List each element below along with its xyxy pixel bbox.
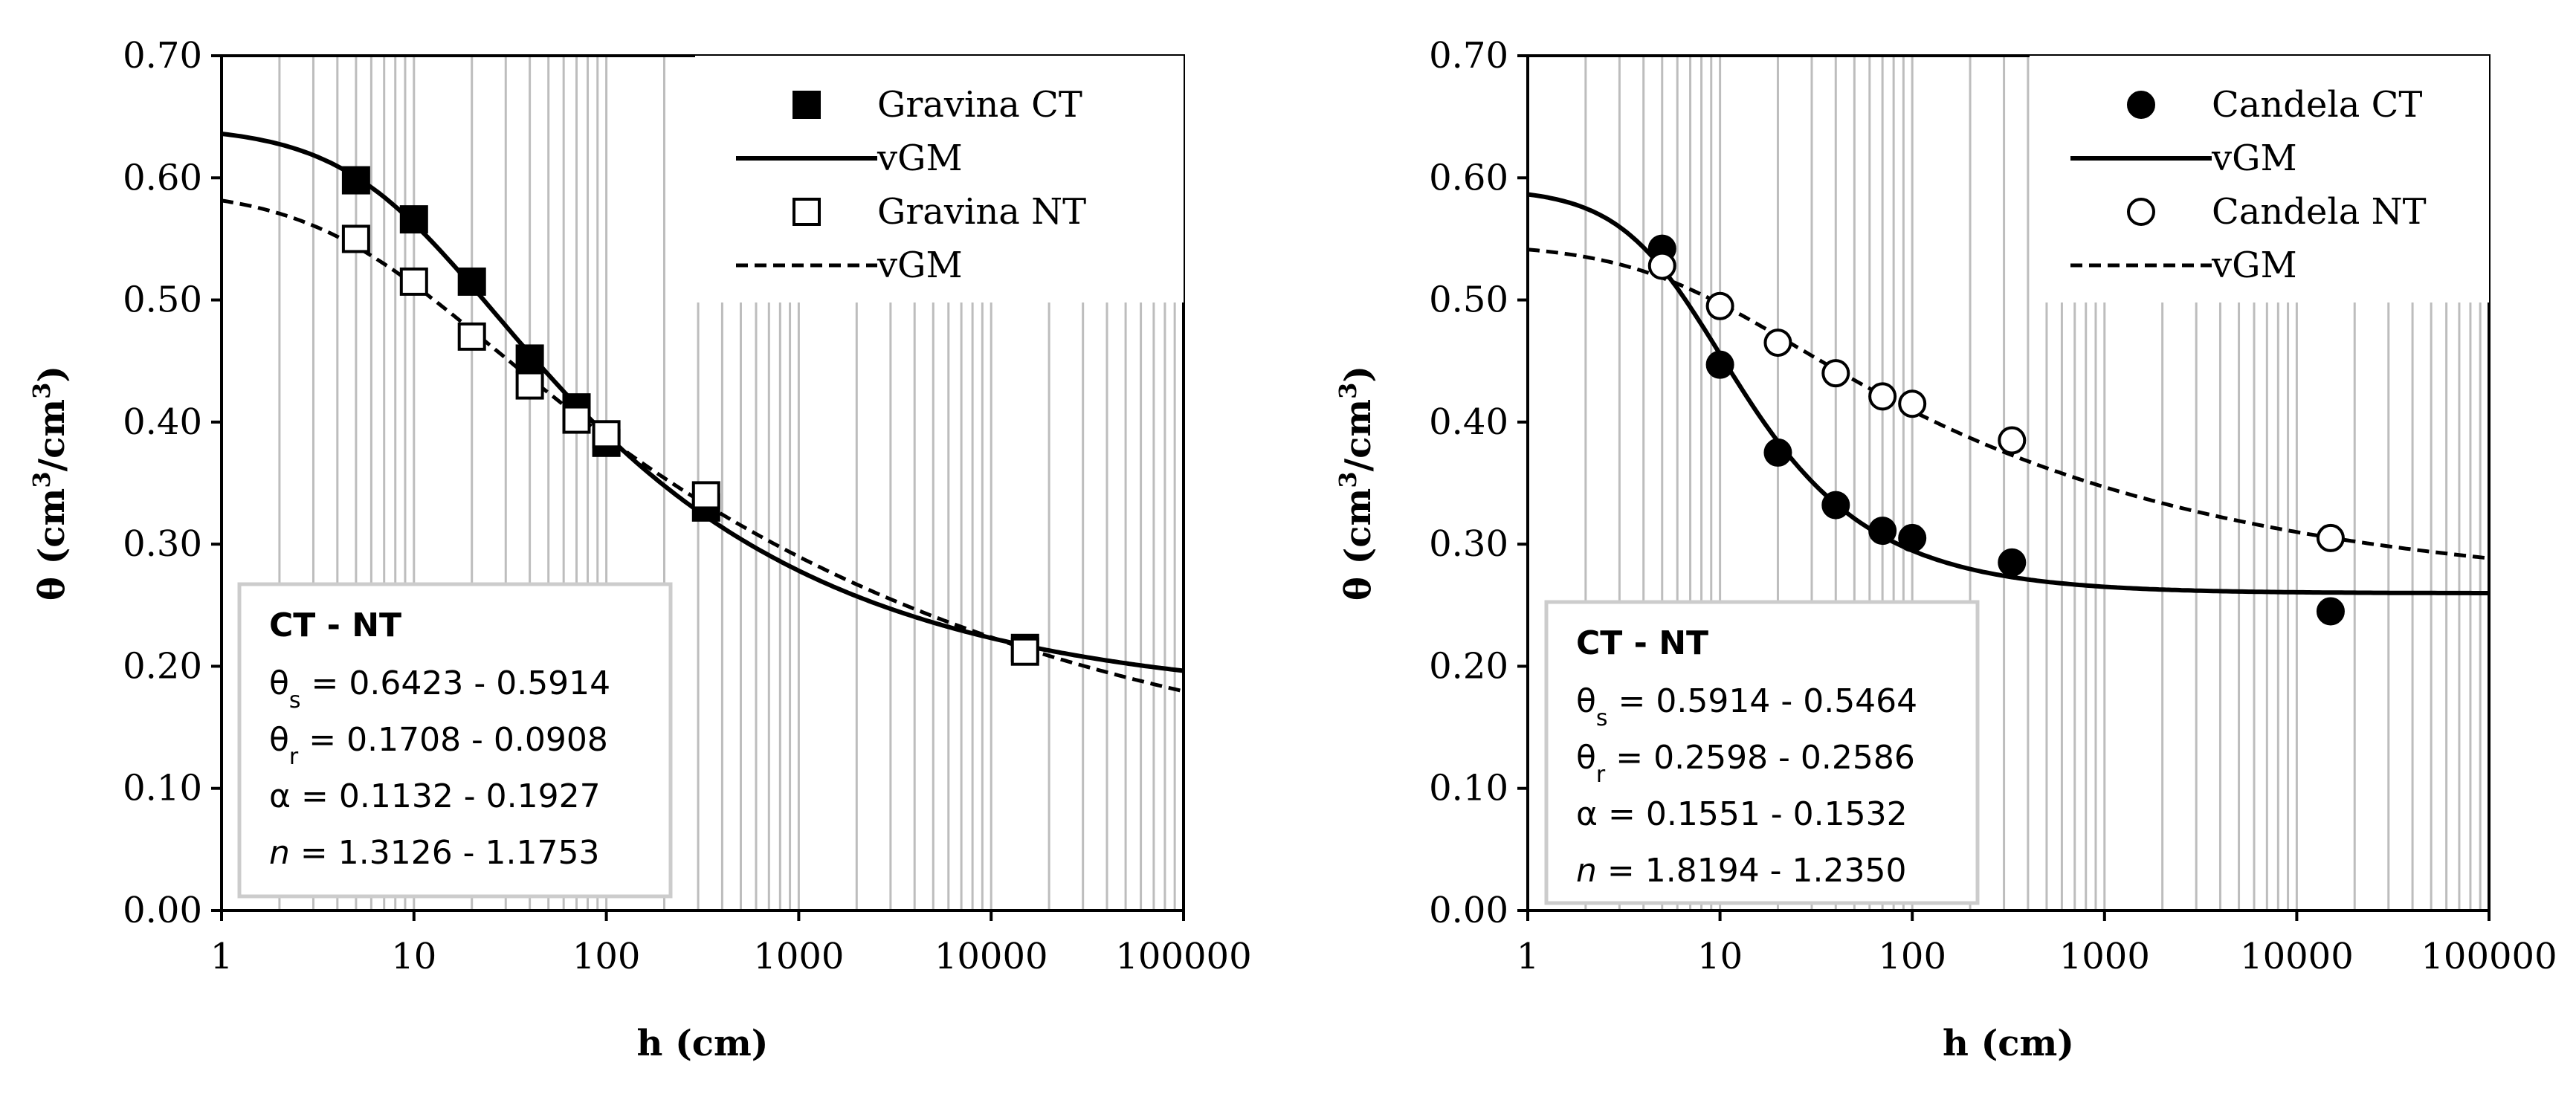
data-point-candela-ct (1868, 517, 1897, 546)
data-point-candela-nt (1898, 389, 1927, 418)
legend-label: vGM (2211, 245, 2297, 286)
x-tick-label: 1 (210, 936, 233, 977)
y-tick-label: 0.60 (1429, 157, 1508, 198)
x-tick-label: 100000 (2421, 936, 2557, 977)
data-points (341, 166, 1039, 666)
data-point-candela-nt (1647, 251, 1676, 280)
y-tick-label: 0.20 (1429, 645, 1508, 687)
parameter-box: CT - NT θs = 0.6423 - 0.5914 θr = 0.1708 -… (237, 582, 673, 899)
y-tick-label: 0.40 (1429, 401, 1508, 443)
y-tick-label: 0.20 (123, 645, 202, 687)
x-tick-label: 100000 (1115, 936, 1251, 977)
data-point-candela-ct (1898, 523, 1927, 552)
y-tick-label: 0.10 (1429, 768, 1508, 809)
data-point-gravina-nt (592, 420, 621, 449)
x-tick-label: 100 (572, 936, 641, 977)
chart-panel-2: 0.00 0.10 0.20 0.30 0.40 0.50 0.60 0.70 1 10 100 10… (1334, 35, 2557, 1064)
y-tick-label: 0.70 (1429, 35, 1508, 77)
chart-panel-1: 0.00 0.10 0.20 0.30 0.40 0.50 0.60 0.70 1 10 100 10… (28, 35, 1252, 1064)
data-point-candela-ct (1821, 491, 1850, 520)
data-point-gravina-nt (457, 322, 486, 351)
data-point-gravina-nt (341, 224, 370, 253)
data-point-gravina-ct (457, 267, 486, 296)
vgm-curve-dashed (221, 198, 1184, 693)
x-axis-title: h (cm) (1943, 1023, 2074, 1064)
parameter-line: θr = 0.2598 - 0.2586 (1576, 739, 1915, 788)
y-tick-label: 0.50 (123, 279, 202, 321)
x-tick-label: 10000 (934, 936, 1048, 977)
y-tick-label: 0.70 (123, 35, 202, 77)
y-tick-label: 0.00 (123, 890, 202, 931)
legend-label: Gravina CT (877, 84, 1082, 126)
parameter-box-frame (1544, 600, 1980, 905)
parameter-line: n = 1.8194 - 1.2350 (1576, 852, 1907, 890)
legend-marker (2127, 91, 2155, 119)
parameter-box-frame (237, 582, 673, 899)
data-point-candela-nt (1763, 329, 1792, 358)
parameter-line: θs = 0.5914 - 0.5464 (1576, 682, 1917, 731)
legend: Candela CT vGM Candela NT vGM (2030, 56, 2489, 302)
data-points (1647, 234, 2345, 626)
y-tick-label: 0.50 (1429, 279, 1508, 321)
data-point-candela-nt (1868, 382, 1897, 411)
data-point-gravina-nt (399, 267, 428, 296)
y-axis-title: θ (cm3/cm3) (28, 366, 73, 601)
data-point-gravina-nt (691, 481, 720, 510)
y-tick-label: 0.10 (123, 768, 202, 809)
x-tick-label: 10000 (2240, 936, 2354, 977)
legend-label: vGM (2211, 138, 2297, 179)
parameter-line: θr = 0.1708 - 0.0908 (269, 721, 608, 770)
data-point-gravina-ct (341, 166, 370, 195)
parameter-line: n = 1.3126 - 1.1753 (269, 834, 600, 872)
x-axis-title: h (cm) (636, 1023, 768, 1064)
legend-label: vGM (877, 138, 963, 179)
data-point-gravina-ct (515, 344, 544, 373)
parameter-line: θs = 0.6423 - 0.5914 (269, 664, 610, 714)
plot-frame (1526, 54, 2491, 912)
legend-box (695, 56, 1184, 302)
legend-label: Candela CT (2212, 84, 2422, 126)
legend-label: Candela NT (2212, 191, 2427, 233)
x-tick-label: 1000 (753, 936, 844, 977)
data-point-candela-nt (1821, 359, 1850, 388)
parameter-box-title: CT - NT (269, 606, 401, 644)
legend-marker (2127, 198, 2155, 226)
parameter-line: α = 0.1551 - 0.1532 (1576, 795, 1908, 833)
parameter-box-title: CT - NT (1576, 624, 1708, 662)
x-tick-label: 1 (1517, 936, 1540, 977)
legend-box (2030, 56, 2489, 302)
y-tick-label: 0.30 (1429, 523, 1508, 565)
legend: Gravina CT vGM Gravina NT vGM (695, 56, 1184, 302)
x-tick-label: 10 (391, 936, 436, 977)
data-point-candela-nt (1998, 426, 2027, 455)
legend-label: vGM (877, 245, 963, 286)
data-point-gravina-nt (515, 371, 544, 400)
legend-marker (793, 198, 821, 226)
data-point-candela-ct (1705, 350, 1734, 379)
legend-marker (793, 91, 821, 119)
data-point-candela-nt (2316, 523, 2345, 552)
data-point-candela-nt (1705, 291, 1734, 320)
data-point-candela-ct (2316, 597, 2345, 626)
legend-label: Gravina NT (877, 191, 1086, 233)
y-tick-label: 0.60 (123, 157, 202, 198)
data-point-gravina-ct (399, 205, 428, 234)
y-axis-title: θ (cm3/cm3) (1334, 366, 1379, 601)
vgm-curve-solid (1527, 192, 2489, 595)
x-tick-label: 100 (1878, 936, 1946, 977)
parameter-line: α = 0.1132 - 0.1927 (269, 777, 601, 815)
data-point-gravina-nt (1010, 637, 1039, 666)
parameter-box: CT - NT θs = 0.5914 - 0.5464 θr = 0.2598 -… (1544, 600, 1980, 905)
y-tick-label: 0.00 (1429, 890, 1508, 931)
data-point-candela-ct (1763, 438, 1792, 467)
x-tick-label: 10 (1697, 936, 1743, 977)
data-point-candela-ct (1998, 548, 2027, 577)
y-tick-label: 0.40 (123, 401, 202, 443)
data-point-gravina-nt (562, 405, 591, 434)
y-tick-label: 0.30 (123, 523, 202, 565)
x-tick-label: 1000 (2059, 936, 2150, 977)
